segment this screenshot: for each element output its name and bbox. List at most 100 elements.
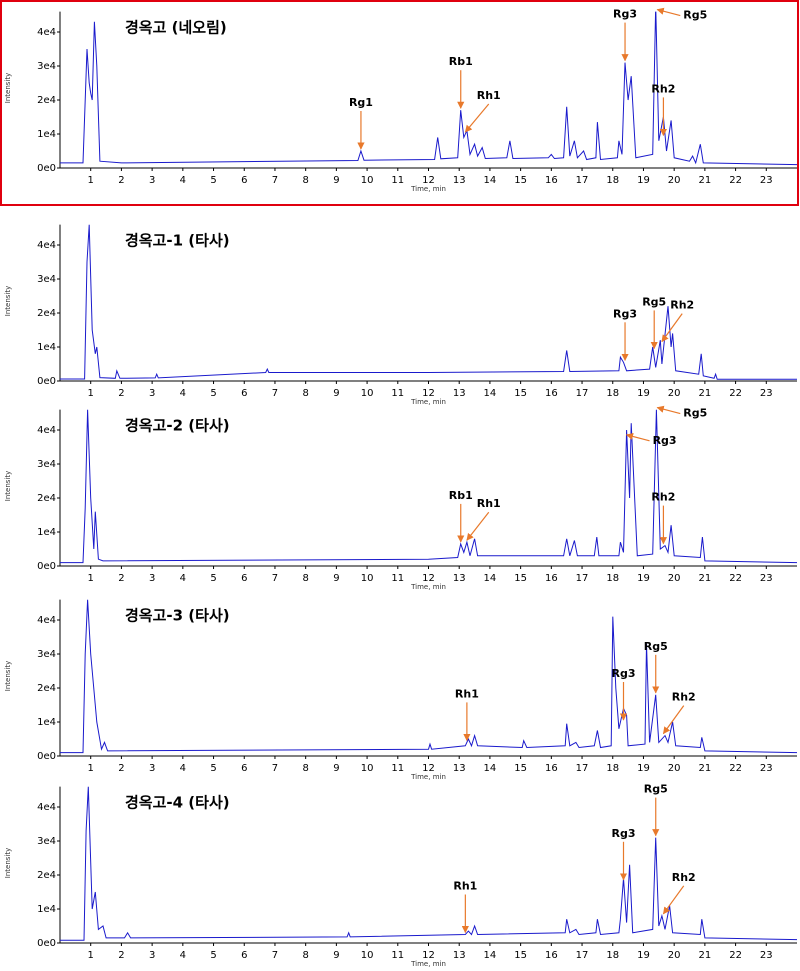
chromatogram-trace (60, 786, 797, 941)
x-tick-label: 3 (149, 388, 155, 399)
chromatogram-trace (60, 224, 797, 380)
x-tick-label: 12 (422, 763, 435, 774)
x-tick-label: 17 (576, 388, 589, 399)
x-axis-label: Time, min (410, 398, 446, 406)
x-tick-label: 6 (241, 388, 247, 399)
x-tick-label: 13 (453, 763, 466, 774)
x-tick-label: 19 (637, 175, 650, 186)
x-tick-label: 22 (729, 573, 742, 584)
annotation-arrow (662, 705, 685, 735)
x-tick-label: 6 (241, 763, 247, 774)
y-axis-label: Intensity (4, 471, 12, 501)
x-tick-label: 3 (149, 763, 155, 774)
peak-label: Rg5 (683, 9, 707, 22)
x-tick-label: 14 (484, 573, 497, 584)
x-tick-label: 20 (668, 573, 681, 584)
y-tick-label: 1e4 (37, 717, 56, 728)
x-tick-label: 8 (302, 763, 308, 774)
y-tick-label: 1e4 (37, 904, 56, 915)
y-axis-label: Intensity (4, 661, 12, 691)
peak-label: Rh2 (651, 82, 675, 95)
y-tick-label: 0e0 (37, 938, 56, 949)
peak-label: Rg5 (644, 783, 668, 796)
x-tick-label: 17 (576, 573, 589, 584)
y-tick-label: 0e0 (37, 561, 56, 572)
y-tick-label: 2e4 (37, 493, 56, 504)
y-tick-label: 0e0 (37, 163, 56, 174)
peak-label: Rg5 (642, 295, 666, 308)
x-tick-label: 21 (699, 763, 712, 774)
x-axis-label: Time, min (410, 583, 446, 591)
peak-label: Rh2 (672, 691, 696, 704)
chart-title: 경옥고 (네오림) (125, 19, 227, 37)
x-tick-label: 20 (668, 763, 681, 774)
x-tick-label: 7 (272, 763, 278, 774)
x-tick-label: 5 (210, 763, 216, 774)
annotation-arrow (625, 432, 650, 442)
x-tick-label: 21 (699, 573, 712, 584)
x-tick-label: 20 (668, 950, 681, 961)
x-tick-label: 6 (241, 573, 247, 584)
x-tick-label: 8 (302, 175, 308, 186)
x-tick-label: 2 (118, 950, 124, 961)
x-tick-label: 12 (422, 950, 435, 961)
x-tick-label: 4 (180, 763, 186, 774)
x-tick-label: 16 (545, 573, 558, 584)
annotation-arrow (656, 405, 681, 415)
highlight-frame (0, 0, 799, 206)
y-tick-label: 2e4 (37, 870, 56, 881)
peak-label: Rg5 (683, 407, 707, 420)
x-tick-label: 19 (637, 950, 650, 961)
y-tick-label: 0e0 (37, 376, 56, 387)
x-tick-label: 11 (391, 763, 404, 774)
y-tick-label: 3e4 (37, 649, 56, 660)
y-tick-label: 4e4 (37, 615, 56, 626)
x-tick-label: 1 (88, 388, 94, 399)
x-tick-label: 4 (180, 573, 186, 584)
y-axis-label: Intensity (4, 73, 12, 103)
x-tick-label: 4 (180, 388, 186, 399)
chart-title: 경옥고-4 (타사) (125, 794, 230, 812)
x-tick-label: 23 (760, 573, 773, 584)
x-tick-label: 19 (637, 573, 650, 584)
x-tick-label: 3 (149, 175, 155, 186)
x-tick-label: 18 (606, 175, 619, 186)
x-tick-label: 21 (699, 388, 712, 399)
annotation-arrow (656, 7, 681, 17)
chromatogram-trace (60, 599, 797, 754)
chart-title: 경옥고-3 (타사) (125, 607, 230, 625)
x-tick-label: 4 (180, 950, 186, 961)
chart-title: 경옥고-2 (타사) (125, 417, 230, 435)
peak-label: Rb1 (449, 489, 473, 502)
x-tick-label: 20 (668, 388, 681, 399)
peak-label: Rg3 (653, 434, 677, 447)
x-tick-label: 9 (333, 763, 339, 774)
x-tick-label: 11 (391, 175, 404, 186)
peak-label: Rh2 (651, 491, 675, 504)
x-tick-label: 10 (361, 388, 374, 399)
peak-label: Rg3 (613, 8, 637, 21)
x-tick-label: 23 (760, 388, 773, 399)
chart-title: 경옥고-1 (타사) (125, 232, 230, 250)
x-tick-label: 9 (333, 388, 339, 399)
chromatogram-trace (60, 409, 797, 564)
x-axis-label: Time, min (410, 960, 446, 968)
x-tick-label: 1 (88, 763, 94, 774)
x-tick-label: 11 (391, 388, 404, 399)
peak-label: Rg5 (644, 640, 668, 653)
x-tick-label: 10 (361, 573, 374, 584)
y-tick-label: 4e4 (37, 425, 56, 436)
x-tick-label: 2 (118, 763, 124, 774)
x-tick-label: 23 (760, 763, 773, 774)
x-tick-label: 7 (272, 388, 278, 399)
x-tick-label: 8 (302, 573, 308, 584)
x-tick-label: 1 (88, 175, 94, 186)
peak-label: Rg3 (613, 307, 637, 320)
annotation-arrow (662, 885, 685, 915)
x-tick-label: 1 (88, 950, 94, 961)
y-tick-label: 3e4 (37, 274, 56, 285)
